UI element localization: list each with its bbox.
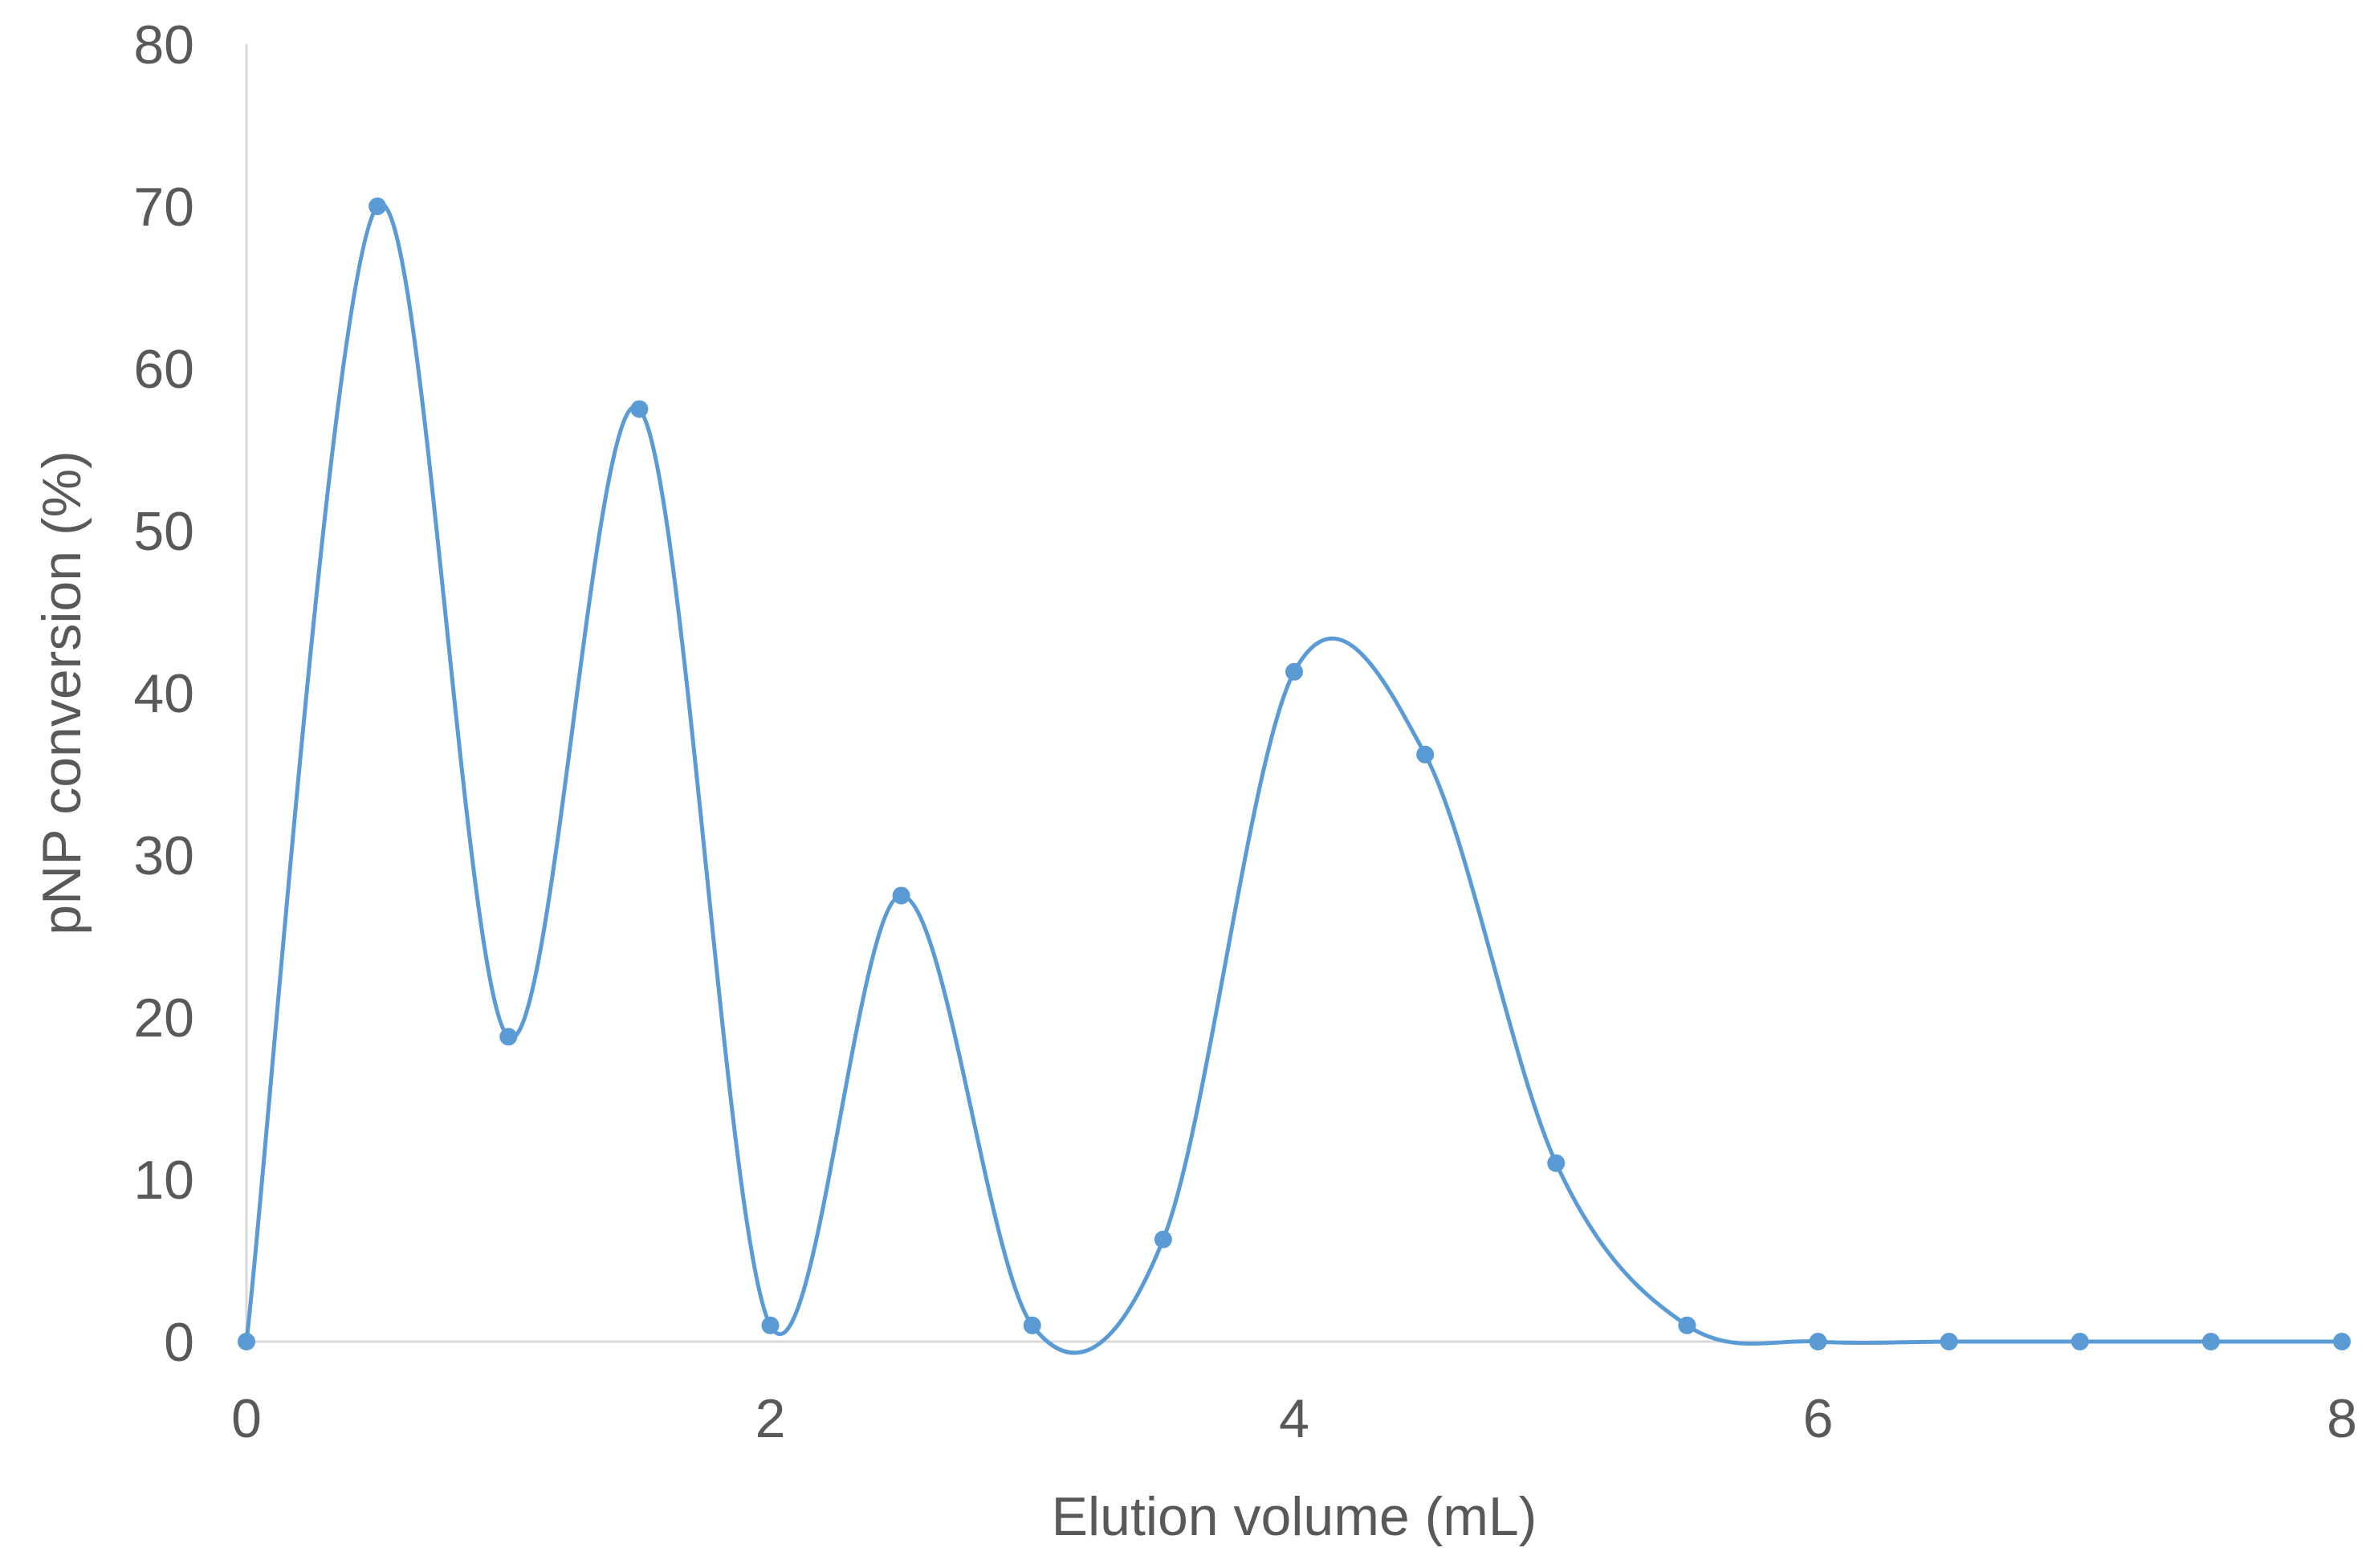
data-point [2071,1333,2089,1350]
x-tick-label: 6 [1803,1388,1834,1449]
series-line [244,202,2344,1355]
data-point [369,198,387,215]
x-tick-label: 4 [1279,1388,1309,1449]
x-axis-title: Elution volume (mL) [1052,1486,1537,1547]
y-tick-label: 30 [133,825,194,886]
data-point [1285,662,1303,681]
y-tick-label: 0 [164,1312,194,1373]
data-point [630,400,649,418]
data-point [1023,1316,1041,1334]
y-tick-label: 80 [133,14,194,75]
data-point [761,1316,780,1334]
series-layer [238,198,2351,1355]
axes-layer [245,44,2342,1343]
y-tick-label: 40 [133,663,194,724]
x-tick-label: 2 [755,1388,786,1449]
y-tick-labels: 0 10 20 30 40 50 60 70 80 [133,14,194,1373]
data-point [499,1028,518,1046]
y-axis-title: pNP conversion (%) [31,450,92,935]
data-point [1547,1154,1566,1172]
x-tick-label: 0 [231,1388,262,1449]
data-point [1678,1316,1696,1334]
y-tick-label: 10 [133,1150,194,1211]
data-point [2333,1333,2351,1350]
y-tick-label: 50 [133,501,194,562]
data-point [1154,1230,1172,1248]
data-point [1809,1333,1827,1350]
x-tick-labels: 0 2 4 6 8 [231,1388,2357,1449]
y-tick-label: 70 [133,177,194,238]
x-tick-label: 8 [2327,1388,2357,1449]
y-tick-label: 20 [133,988,194,1049]
data-point [1940,1333,1958,1350]
y-tick-label: 60 [133,339,194,400]
data-point [238,1333,255,1350]
data-point [2201,1333,2220,1350]
data-point [1416,745,1435,764]
data-point [892,886,910,905]
